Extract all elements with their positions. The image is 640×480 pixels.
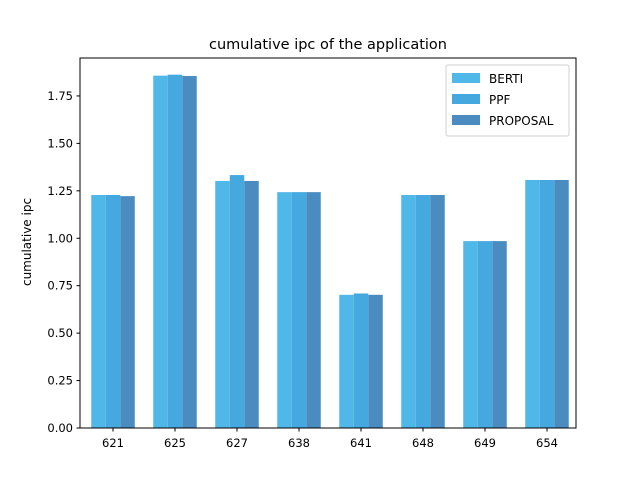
bar-ppf-627	[229, 175, 245, 428]
x-tick-label: 649	[474, 436, 496, 450]
bar-proposal-648	[430, 194, 445, 428]
x-tick-label: 638	[288, 436, 310, 450]
bar-berti-649	[463, 241, 478, 428]
y-tick-label: 1.25	[47, 184, 73, 198]
bar-ppf-638	[291, 192, 307, 428]
y-axis-label: cumulative ipc	[20, 198, 34, 286]
x-tick-label: 625	[164, 436, 186, 450]
y-tick-label: 1.75	[47, 89, 73, 103]
bar-proposal-627	[244, 180, 259, 428]
bar-proposal-638	[306, 192, 321, 428]
bar-berti-627	[215, 180, 230, 428]
bars-group	[91, 74, 569, 429]
bar-berti-641	[339, 294, 354, 428]
legend-swatch-berti	[452, 73, 480, 83]
legend-label-proposal: PROPOSAL	[489, 114, 554, 128]
bar-ppf-649	[477, 241, 493, 428]
bar-berti-625	[153, 75, 168, 429]
y-tick-label: 0.25	[47, 374, 73, 388]
y-tick-label: 1.50	[47, 136, 73, 150]
y-tick-label: 0.50	[47, 326, 73, 340]
x-axis: 621 625 627 638 641 648 649 654	[102, 428, 558, 450]
bar-ppf-641	[353, 293, 369, 428]
bar-proposal-649	[492, 241, 507, 428]
x-tick-label: 648	[412, 436, 434, 450]
plot-frame	[79, 57, 577, 429]
y-tick-label: 0.00	[47, 421, 73, 435]
x-tick-label: 654	[536, 436, 558, 450]
bar-ppf-648	[415, 194, 431, 428]
y-axis: 0.00 0.25 0.50 0.75 1.00 1.25 1.50 1.75	[47, 89, 80, 435]
bar-berti-621	[91, 194, 106, 428]
bar-ppf-621	[105, 194, 121, 428]
bar-ppf-625	[167, 74, 183, 428]
x-tick-label: 641	[350, 436, 372, 450]
chart-title: cumulative ipc of the application	[209, 37, 447, 53]
x-tick-label: 621	[102, 436, 124, 450]
bar-berti-648	[401, 194, 416, 428]
legend: BERTI PPF PROPOSAL	[445, 64, 570, 137]
legend-swatch-proposal	[452, 115, 480, 125]
legend-label-berti: BERTI	[489, 72, 523, 86]
legend-swatch-ppf	[452, 94, 480, 104]
bar-proposal-621	[120, 196, 135, 428]
bar-proposal-641	[368, 294, 383, 428]
bar-ppf-654	[539, 180, 555, 428]
bar-berti-654	[525, 180, 540, 428]
bar-berti-638	[277, 192, 292, 428]
y-tick-label: 1.00	[47, 231, 73, 245]
bar-proposal-625	[182, 76, 197, 429]
x-tick-label: 627	[226, 436, 248, 450]
legend-label-ppf: PPF	[489, 93, 510, 107]
y-tick-label: 0.75	[47, 279, 73, 293]
bar-proposal-654	[554, 180, 569, 428]
